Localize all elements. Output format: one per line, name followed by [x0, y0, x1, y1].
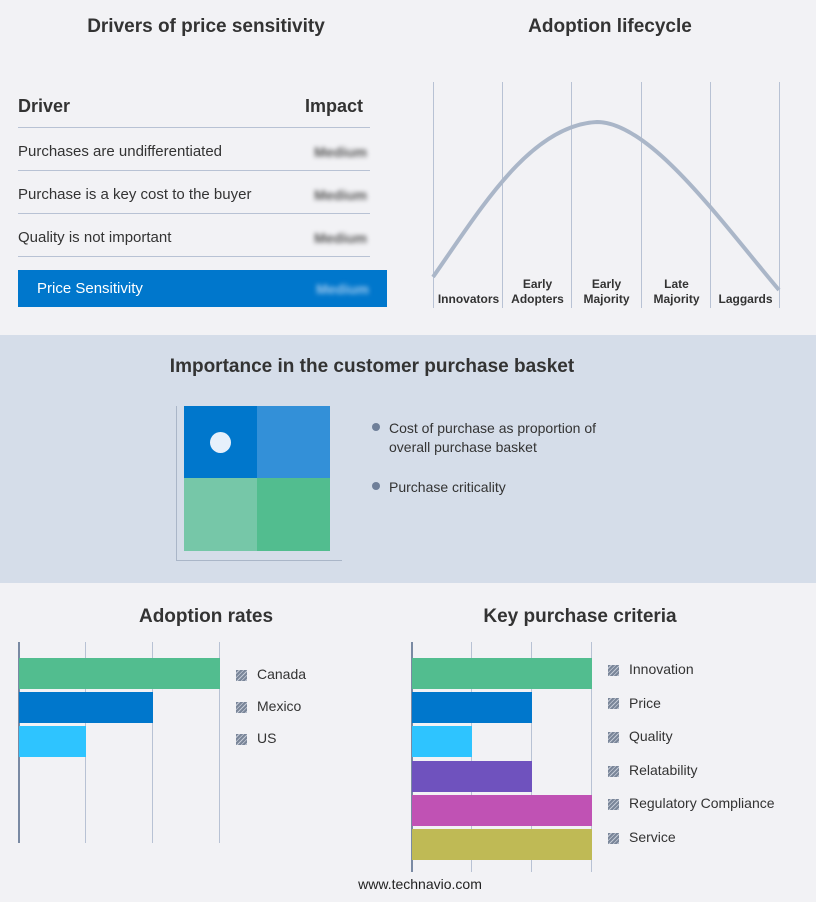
kpc-title: Key purchase criteria	[483, 606, 677, 627]
drivers-title: Drivers of price sensitivity	[87, 16, 325, 37]
quadrant-bottom-right	[257, 478, 330, 551]
driver-label: Quality is not important	[18, 229, 172, 246]
impact-value: Medium	[314, 230, 367, 246]
adoption-rates-title: Adoption rates	[138, 606, 274, 627]
bar-service	[412, 829, 592, 860]
impact-value: Medium	[314, 187, 367, 203]
stage-label: Late Majority	[653, 277, 700, 306]
bar-mexico	[19, 692, 153, 723]
gridline	[531, 642, 532, 872]
position-marker	[210, 432, 231, 453]
driver-row: Quality is not important Medium	[18, 214, 370, 257]
legend-swatch-icon	[608, 799, 619, 811]
legend-swatch-icon	[236, 701, 247, 713]
stage-label: Laggards	[718, 292, 773, 306]
lifecycle-divider	[433, 82, 434, 308]
bar-relatability	[412, 760, 532, 792]
lifecycle-divider	[641, 82, 642, 308]
lifecycle-divider	[571, 82, 572, 308]
legend-swatch-icon	[236, 733, 247, 745]
price-sensitivity-summary: Price Sensitivity Medium	[18, 270, 387, 307]
matrix-x-axis	[176, 560, 342, 561]
legend-item: Service	[608, 829, 676, 845]
legend-item: Canada	[236, 666, 306, 682]
matrix-y-axis	[176, 406, 177, 560]
legend-item: US	[236, 730, 276, 746]
stage-label: Innovators	[437, 292, 500, 306]
bar-quality	[412, 726, 472, 758]
header-divider	[18, 127, 370, 128]
bullet-icon	[372, 423, 380, 432]
driver-label: Purchase is a key cost to the buyer	[18, 186, 252, 203]
legend-swatch-icon	[608, 765, 619, 777]
legend-item: Regulatory Compliance	[608, 795, 775, 811]
legend-swatch-icon	[608, 832, 619, 844]
bar-us	[19, 726, 86, 757]
bar-canada	[19, 658, 220, 689]
lifecycle-curve-svg	[431, 119, 781, 292]
gridline	[219, 642, 220, 843]
summary-label: Price Sensitivity	[37, 280, 143, 297]
legend-item: Innovation	[608, 661, 694, 677]
legend-swatch-icon	[608, 664, 619, 676]
adoption-curve	[431, 119, 781, 292]
legend-item: Relatability	[608, 762, 697, 778]
quadrant-bottom-left	[184, 478, 257, 551]
legend-swatch-icon	[608, 731, 619, 743]
lifecycle-divider	[710, 82, 711, 308]
stage-label: Early Adopters	[511, 277, 564, 306]
lifecycle-title: Adoption lifecycle	[528, 16, 692, 37]
lifecycle-divider	[502, 82, 503, 308]
driver-label: Purchases are undifferentiated	[18, 143, 223, 160]
stage-label: Early Majority	[583, 277, 630, 306]
summary-impact: Medium	[316, 281, 369, 297]
impact-value: Medium	[314, 144, 367, 160]
legend-swatch-icon	[608, 698, 619, 710]
legend-item: Price	[608, 695, 661, 711]
lifecycle-divider	[779, 82, 780, 308]
basket-title: Importance in the customer purchase bask…	[169, 356, 575, 377]
basket-section	[0, 335, 816, 583]
col-driver: Driver	[18, 96, 71, 116]
legend-item: Quality	[608, 728, 673, 744]
legend-swatch-icon	[236, 669, 247, 681]
bar-price	[412, 692, 532, 724]
basket-legend-criticality: Purchase criticality	[372, 479, 506, 495]
bullet-icon	[372, 482, 380, 491]
gridline	[591, 642, 592, 872]
gridline	[152, 642, 153, 843]
quadrant-top-right	[257, 406, 330, 478]
bar-innovation	[412, 658, 592, 689]
footer-url: www.technavio.com	[358, 876, 482, 892]
bar-regulatory-compliance	[412, 794, 592, 826]
driver-row: Purchases are undifferentiated Medium	[18, 128, 370, 171]
legend-item: Mexico	[236, 698, 301, 714]
col-impact: Impact	[305, 96, 364, 116]
driver-row: Purchase is a key cost to the buyer Mediu…	[18, 171, 370, 214]
basket-legend-cost: Cost of purchase as proportion of overal…	[372, 419, 632, 457]
